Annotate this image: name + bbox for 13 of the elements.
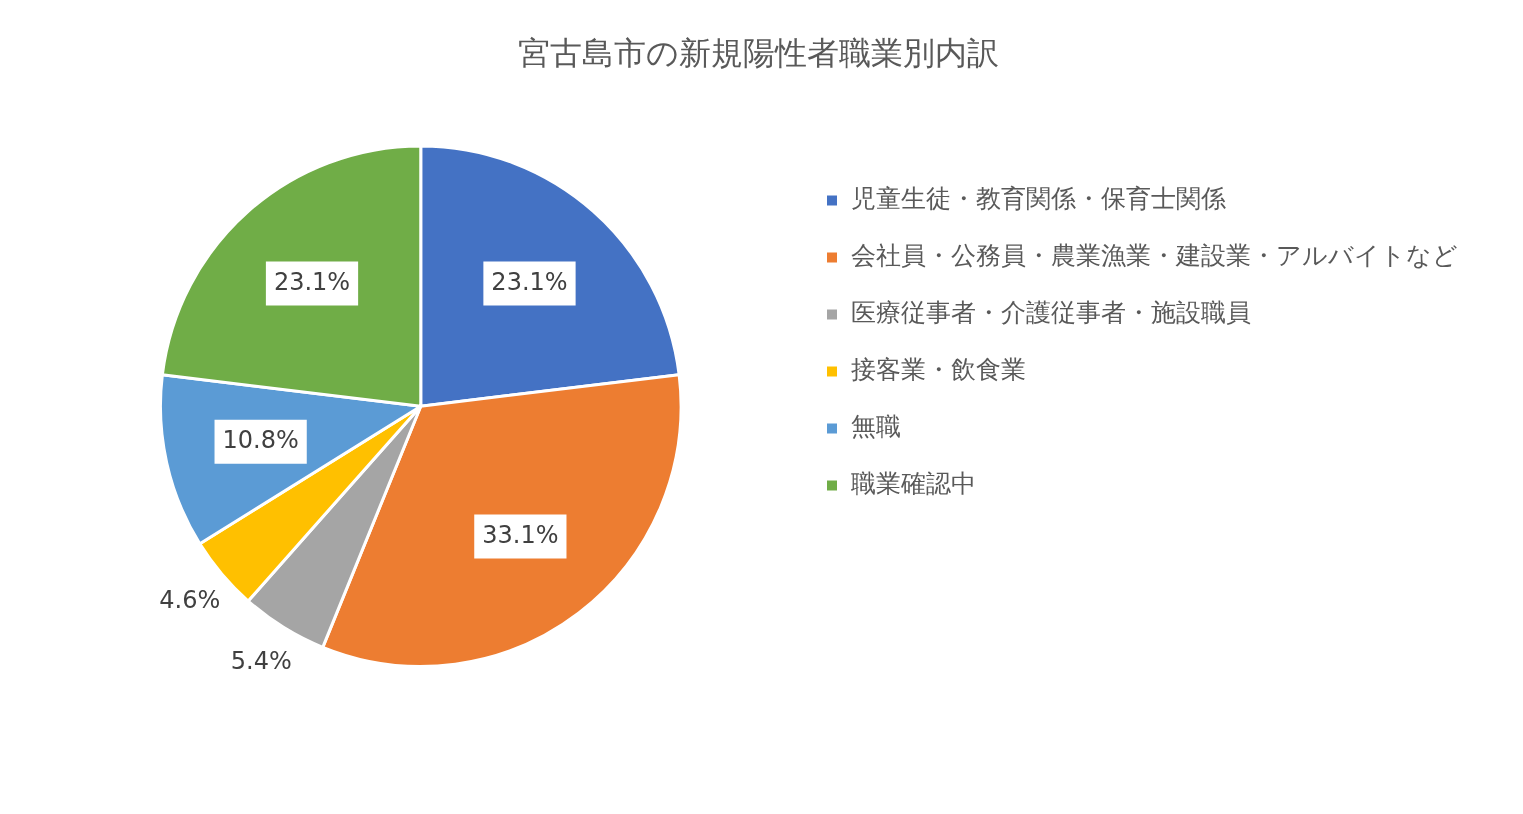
data-label: 4.6% bbox=[159, 585, 221, 614]
legend-label: 児童生徒・教育関係・保育士関係 bbox=[851, 184, 1226, 213]
chart-title: 宮古島市の新規陽性者職業別内訳 bbox=[517, 33, 999, 72]
legend-label: 無職 bbox=[851, 412, 901, 441]
data-label: 10.8% bbox=[222, 425, 299, 454]
legend-label: 医療従事者・介護従事者・施設職員 bbox=[851, 298, 1251, 327]
data-label: 23.1% bbox=[273, 267, 351, 296]
data-label: 5.4% bbox=[230, 647, 292, 676]
legend-label: 接客業・飲食業 bbox=[851, 355, 1026, 384]
legend-label: 職業確認中 bbox=[851, 469, 976, 498]
legend-label: 会社員・公務員・農業漁業・建設業・アルバイトなど bbox=[851, 241, 1458, 270]
data-label: 23.1% bbox=[491, 267, 568, 296]
data-label: 33.1% bbox=[482, 520, 559, 549]
